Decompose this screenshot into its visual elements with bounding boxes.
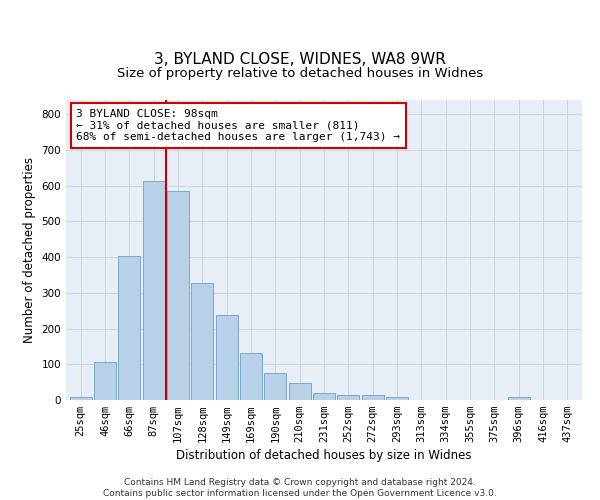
Bar	[386, 397, 408, 400]
Bar	[508, 397, 530, 400]
Bar	[94, 362, 116, 400]
X-axis label: Distribution of detached houses by size in Widnes: Distribution of detached houses by size …	[176, 450, 472, 462]
Y-axis label: Number of detached properties: Number of detached properties	[23, 157, 36, 343]
Text: 3, BYLAND CLOSE, WIDNES, WA8 9WR: 3, BYLAND CLOSE, WIDNES, WA8 9WR	[154, 52, 446, 68]
Bar	[143, 182, 164, 400]
Bar	[265, 372, 286, 400]
Bar	[362, 394, 383, 400]
Bar	[118, 256, 140, 400]
Bar	[313, 392, 335, 400]
Bar	[215, 315, 238, 400]
Text: 3 BYLAND CLOSE: 98sqm
← 31% of detached houses are smaller (811)
68% of semi-det: 3 BYLAND CLOSE: 98sqm ← 31% of detached …	[76, 109, 400, 142]
Bar	[70, 397, 92, 400]
Bar	[240, 352, 262, 400]
Bar	[167, 191, 189, 400]
Text: Size of property relative to detached houses in Widnes: Size of property relative to detached ho…	[117, 67, 483, 80]
Text: Contains HM Land Registry data © Crown copyright and database right 2024.
Contai: Contains HM Land Registry data © Crown c…	[103, 478, 497, 498]
Bar	[289, 382, 311, 400]
Bar	[337, 394, 359, 400]
Bar	[191, 283, 213, 400]
